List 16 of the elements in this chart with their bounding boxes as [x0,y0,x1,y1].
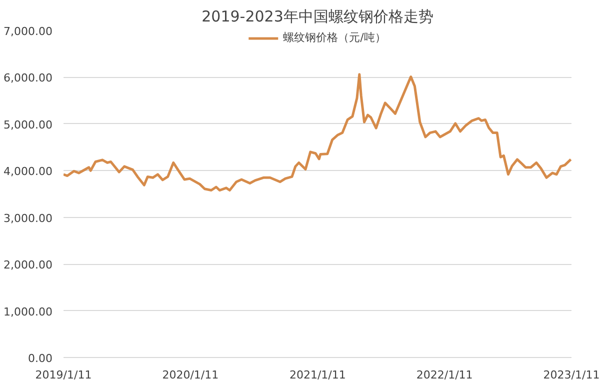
legend-label: 螺纹钢价格（元/吨） [283,30,386,45]
y-tick-label: 7,000.00 [4,25,52,38]
y-tick-label: 2,000.00 [4,258,52,272]
y-tick-label: 6,000.00 [4,72,52,85]
y-tick-label: 4,000.00 [4,165,52,178]
line-series [64,73,572,192]
x-tick-label: 2022/1/11 [416,368,473,382]
x-tick-label: 2019/1/11 [35,368,92,382]
y-tick-label: 3,000.00 [4,212,52,225]
x-tick-label: 2020/1/11 [162,368,219,382]
y-tick-label: 0.00 [28,352,53,365]
y-tick-label: 5,000.00 [4,118,52,132]
y-tick-label: 1,000.00 [4,305,52,318]
chart-title: 2019-2023年中国螺纹钢价格走势 [202,8,434,26]
x-tick-label: 2023/1/11 [543,368,600,382]
x-tick-label: 2021/1/11 [289,368,346,382]
